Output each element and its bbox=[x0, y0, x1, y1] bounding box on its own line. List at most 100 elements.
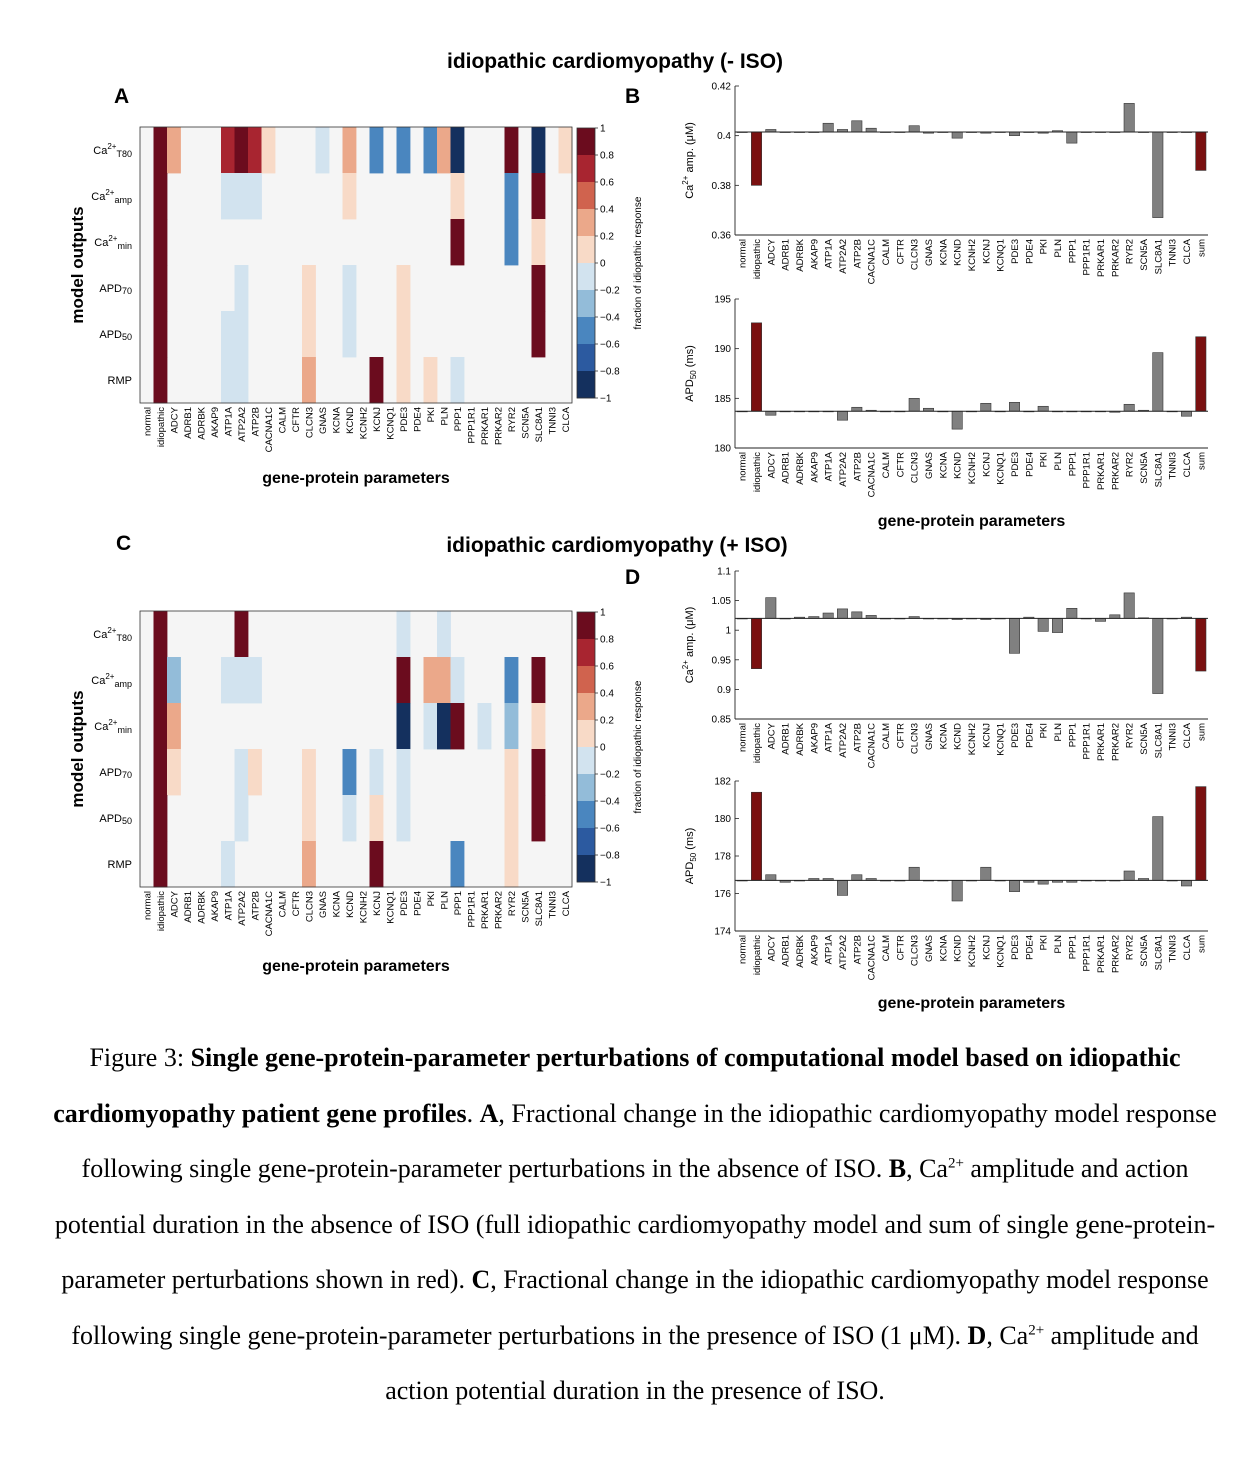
row-label-base: Ca bbox=[91, 675, 106, 687]
caption-b-text1: , Ca bbox=[906, 1154, 948, 1183]
heatmap-cell bbox=[450, 703, 465, 750]
bar bbox=[765, 874, 777, 881]
heatmap-cell bbox=[437, 611, 451, 658]
bar bbox=[837, 608, 848, 619]
heatmap-cell bbox=[369, 127, 384, 174]
x-tick-label: CLCN3 bbox=[910, 239, 921, 270]
colorbar-tick-label: −1 bbox=[600, 878, 612, 889]
x-tick-label: PRKAR2 bbox=[1110, 935, 1121, 973]
heatmap-cell bbox=[248, 127, 262, 174]
column-label: idiopathic bbox=[156, 891, 167, 931]
x-tick-label: CLCA bbox=[1182, 451, 1193, 477]
colorbar-segment bbox=[577, 774, 595, 802]
x-tick-label: PPP1R1 bbox=[1082, 723, 1093, 759]
x-tick-label: SLC8A1 bbox=[1153, 935, 1164, 970]
y-tick-label: 1 bbox=[725, 626, 731, 637]
bar-y-title-sub: 50 bbox=[689, 852, 698, 861]
column-label: PDE4 bbox=[412, 891, 423, 916]
x-tick-label: ATP1A bbox=[824, 722, 835, 752]
colorbar-segment bbox=[577, 612, 595, 640]
column-label: PDE3 bbox=[399, 891, 410, 916]
heatmap-cell bbox=[369, 841, 384, 888]
x-tick-label: ADRB1 bbox=[781, 723, 792, 755]
colorbar-tick-label: −0.2 bbox=[600, 286, 620, 297]
heatmap-cell bbox=[221, 311, 235, 358]
heatmap-frame bbox=[139, 126, 573, 404]
x-tick-label: KCNQ1 bbox=[996, 723, 1007, 756]
column-label: SCN5A bbox=[520, 406, 531, 438]
bar bbox=[822, 122, 834, 133]
bar-y-title-sup: 2+ bbox=[681, 175, 690, 184]
x-tick-label: CACNA1C bbox=[867, 935, 878, 981]
bar-y-title-rest: amp. (μM) bbox=[684, 607, 696, 660]
panel-label-b: B bbox=[625, 85, 640, 108]
x-tick-label: sum bbox=[1196, 935, 1207, 953]
colorbar-segment bbox=[577, 747, 595, 775]
heatmap-cell bbox=[450, 219, 465, 266]
x-tick-label: ATP2B bbox=[852, 239, 863, 268]
heatmap-cell bbox=[342, 173, 357, 220]
colorbar-tick-label: 0 bbox=[600, 259, 606, 270]
heatmap-cell bbox=[248, 173, 262, 220]
x-tick-label: PKI bbox=[1039, 935, 1050, 950]
column-label: CLCA bbox=[561, 406, 572, 432]
x-tick-label: PLN bbox=[1053, 452, 1064, 471]
heatmap-cell bbox=[504, 657, 519, 704]
caption-d-label: D bbox=[967, 1320, 987, 1350]
bar bbox=[951, 131, 963, 139]
heatmap-cell bbox=[167, 127, 181, 174]
heatmap-cell bbox=[302, 749, 316, 796]
colorbar-segment bbox=[577, 828, 595, 856]
x-tick-label: ATP1A bbox=[824, 238, 835, 268]
heatmap-cell bbox=[369, 795, 384, 842]
bar bbox=[1037, 880, 1049, 885]
heatmap-cell bbox=[153, 265, 168, 312]
colorbar-title: fraction of idiopathic response bbox=[633, 196, 644, 329]
column-label: KCND bbox=[345, 891, 356, 918]
bar-y-title: APD50 (ms) bbox=[684, 828, 698, 885]
bar bbox=[1123, 103, 1135, 133]
heatmap-cell bbox=[531, 265, 546, 312]
bar bbox=[1195, 336, 1207, 412]
x-tick-label: PDE3 bbox=[1010, 452, 1021, 477]
caption-fig-label: Figure 3: bbox=[89, 1043, 191, 1072]
colorbar-segment bbox=[577, 236, 595, 264]
colorbar-segment bbox=[577, 290, 595, 318]
column-label: KCNQ1 bbox=[385, 891, 396, 924]
bar bbox=[1066, 131, 1078, 144]
heatmap-cell bbox=[221, 841, 235, 888]
row-label-sub: T80 bbox=[116, 149, 132, 159]
column-label: KCND bbox=[345, 407, 356, 434]
column-label: PRKAR2 bbox=[493, 891, 504, 929]
column-label: CLCA bbox=[561, 890, 572, 916]
bar-y-title-rest: amp. (μM) bbox=[684, 122, 696, 175]
column-label: CLCN3 bbox=[304, 407, 315, 438]
y-tick-label: 195 bbox=[714, 295, 731, 306]
x-tick-label: TNNI3 bbox=[1168, 452, 1179, 479]
bar-y-title-base: APD bbox=[684, 379, 696, 402]
heatmap-cell bbox=[423, 657, 438, 704]
heatmap-cell bbox=[504, 703, 519, 750]
heatmap-cell bbox=[531, 795, 546, 842]
x-tick-label: KCNJ bbox=[981, 239, 992, 264]
x-tick-label: AKAP9 bbox=[809, 452, 820, 483]
column-label: ADCY bbox=[169, 890, 180, 917]
heatmap-cell bbox=[342, 795, 357, 842]
column-label: CLCN3 bbox=[304, 891, 315, 922]
bar bbox=[765, 410, 777, 416]
heatmap-cell bbox=[234, 657, 249, 704]
heatmap-cell bbox=[342, 749, 357, 796]
bar-y-title-rest: (ms) bbox=[684, 345, 696, 370]
x-tick-label: CLCN3 bbox=[910, 723, 921, 754]
bar bbox=[908, 866, 920, 881]
colorbar-segment bbox=[577, 317, 595, 345]
title-bottom: idiopathic cardiomyopathy (+ ISO) bbox=[446, 534, 787, 557]
x-tick-label: ATP2A2 bbox=[838, 935, 849, 970]
x-tick-label: SLC8A1 bbox=[1153, 239, 1164, 274]
column-label: CACNA1C bbox=[264, 407, 275, 453]
bar bbox=[822, 612, 834, 619]
column-label: normal bbox=[142, 891, 153, 920]
bar bbox=[837, 410, 848, 421]
x-tick-label: normal bbox=[738, 935, 749, 964]
column-label: AKAP9 bbox=[210, 891, 221, 922]
